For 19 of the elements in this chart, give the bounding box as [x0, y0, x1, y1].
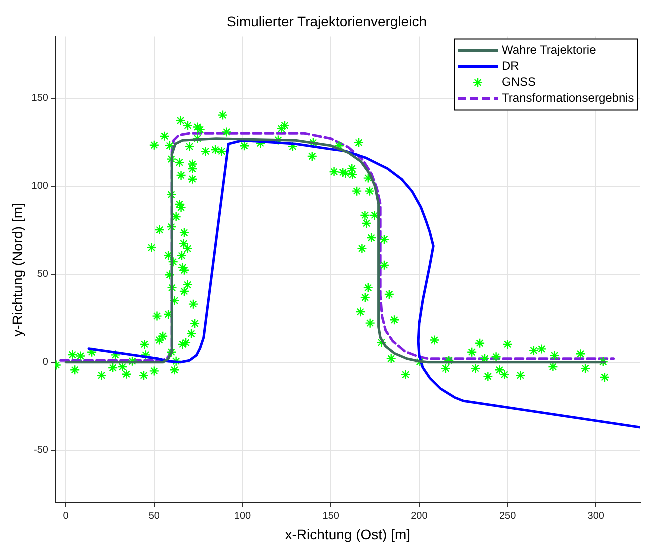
legend-label: DR	[502, 59, 520, 74]
y-tick-label: 50	[37, 269, 49, 280]
x-tick-label: 0	[63, 510, 70, 522]
legend-label: GNSS	[502, 75, 536, 90]
y-tick-label: 0	[42, 357, 49, 368]
x-axis-title: x-Richtung (Ost) [m]	[285, 526, 411, 542]
x-tick-label: 150	[322, 510, 340, 522]
x-tick-label: 50	[148, 510, 160, 522]
x-tick-label: 300	[588, 510, 605, 522]
legend-label: Wahre Trajektorie	[502, 43, 597, 58]
x-tick-label: 200	[411, 510, 428, 522]
y-tick-label: 150	[32, 93, 49, 104]
chart-title: Simulierter Trajektorienvergleich	[227, 13, 427, 30]
y-tick-label: -50	[34, 445, 49, 456]
y-axis-title: y-Richtung (Nord) [m]	[9, 203, 26, 337]
y-tick-label: 100	[32, 181, 49, 192]
x-tick-label: 250	[499, 510, 517, 522]
x-tick-label: 100	[234, 510, 252, 522]
legend-label: Transformationsergebnis	[502, 91, 634, 106]
